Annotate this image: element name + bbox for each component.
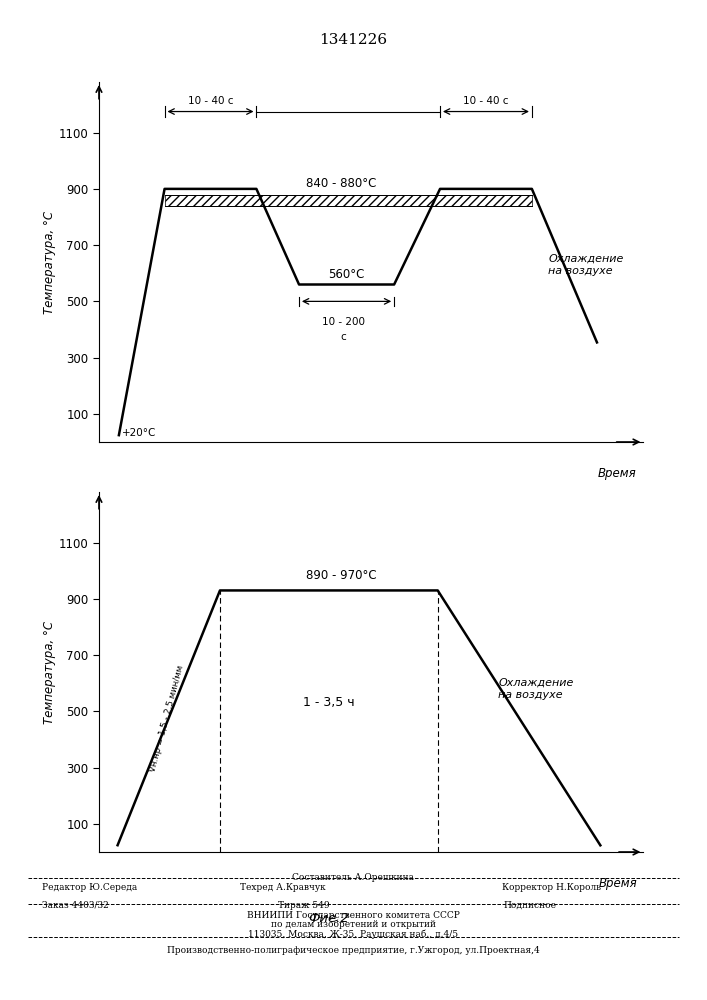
Text: 560°С: 560°С: [328, 268, 365, 281]
Text: +20°С: +20°С: [122, 428, 156, 438]
Y-axis label: Температура, °С: Температура, °С: [43, 620, 56, 724]
Text: 113035, Москва, Ж-35, Раушская наб., д.4/5: 113035, Москва, Ж-35, Раушская наб., д.4…: [248, 930, 459, 939]
Y-axis label: Температура, °С: Температура, °С: [43, 210, 56, 314]
Text: Корректор Н.Король: Корректор Н.Король: [502, 883, 601, 892]
Text: Подписное: Подписное: [504, 901, 556, 910]
Text: Время: Время: [598, 467, 637, 480]
Text: 1341226: 1341226: [320, 33, 387, 47]
Text: 890 - 970°С: 890 - 970°С: [305, 569, 376, 582]
Text: Составитель А.Орешкина: Составитель А.Орешкина: [293, 873, 414, 882]
Text: 10 - 40 с: 10 - 40 с: [463, 96, 509, 106]
Text: Заказ 4403/32: Заказ 4403/32: [42, 901, 109, 910]
Text: Техред А.Кравчук: Техред А.Кравчук: [240, 883, 326, 892]
Text: Vн.нр = 1,5 - 2,5 мин/мм: Vн.нр = 1,5 - 2,5 мин/мм: [148, 664, 185, 773]
Text: Охлаждение
на воздухе: Охлаждение на воздухе: [548, 254, 624, 276]
Text: Фие.1: Фие.1: [328, 502, 368, 515]
Text: Редактор Ю.Середа: Редактор Ю.Середа: [42, 883, 138, 892]
Text: 10 - 40 с: 10 - 40 с: [188, 96, 233, 106]
Text: Охлаждение
на воздухе: Охлаждение на воздухе: [498, 678, 573, 700]
Text: Тираж 549: Тираж 549: [278, 901, 330, 910]
Text: по делам изобретений и открытий: по делам изобретений и открытий: [271, 920, 436, 929]
Text: ВНИИПИ Государственного комитета СССР: ВНИИПИ Государственного комитета СССР: [247, 911, 460, 920]
Text: 840 - 880°С: 840 - 880°С: [306, 177, 377, 190]
Text: Время: Время: [599, 877, 637, 890]
Text: 1 - 3,5 ч: 1 - 3,5 ч: [303, 696, 355, 709]
Text: 10 - 200: 10 - 200: [322, 317, 365, 327]
Text: Производственно-полиграфическое предприятие, г.Ужгород, ул.Проектная,4: Производственно-полиграфическое предприя…: [167, 946, 540, 955]
Text: Фие.2: Фие.2: [308, 912, 349, 925]
Text: с: с: [341, 332, 346, 342]
